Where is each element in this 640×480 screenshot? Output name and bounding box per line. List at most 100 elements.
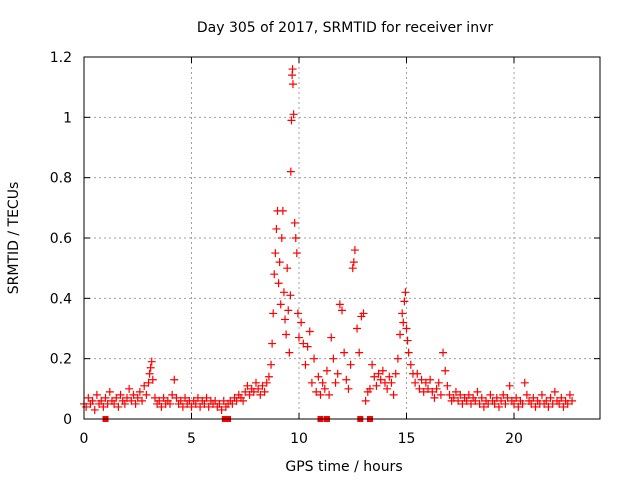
data-point [284, 306, 293, 315]
data-point [170, 375, 179, 384]
data-point [289, 110, 298, 119]
data-point [432, 384, 441, 393]
data-point [462, 396, 471, 405]
data-point [403, 336, 412, 345]
data-point [135, 387, 144, 396]
data-point [200, 399, 209, 408]
data-point [138, 396, 147, 405]
data-point [563, 399, 572, 408]
data-point [290, 218, 299, 227]
data-point [281, 315, 290, 324]
data-point [172, 393, 181, 402]
data-point [359, 309, 368, 318]
data-point [166, 399, 174, 408]
data-point [514, 402, 523, 411]
data-point [443, 381, 452, 390]
x-tick-label: 5 [187, 431, 196, 447]
data-point [262, 378, 271, 387]
data-point [125, 384, 134, 393]
data-point [142, 390, 151, 399]
data-point [303, 342, 312, 351]
data-point [270, 270, 279, 279]
data-point [112, 393, 121, 402]
data-point [385, 372, 394, 381]
data-point [288, 80, 297, 89]
data-point [344, 384, 353, 393]
data-point [295, 333, 303, 342]
data-point [325, 390, 334, 399]
data-point [329, 354, 338, 363]
data-point [391, 369, 400, 378]
data-point [131, 399, 140, 408]
data-point [335, 300, 344, 309]
data-point [411, 378, 420, 387]
data-point [361, 396, 370, 405]
data-point [331, 378, 340, 387]
data-point [402, 324, 411, 333]
data-point [288, 65, 297, 74]
data-point [383, 384, 392, 393]
data-point [559, 402, 568, 411]
data-point [518, 399, 527, 408]
chart-title: Day 305 of 2017, SRMTID for receiver inv… [197, 20, 493, 36]
data-point [520, 378, 529, 387]
data-point [318, 378, 327, 387]
data-point [522, 390, 531, 399]
data-point [555, 399, 564, 408]
data-point [320, 384, 329, 393]
data-point [286, 167, 295, 176]
data-point [191, 399, 200, 408]
data-point [406, 360, 415, 369]
data-point [387, 378, 396, 387]
data-point [486, 390, 495, 399]
data-point [196, 402, 205, 411]
data-point [279, 288, 288, 297]
data-point [278, 206, 287, 215]
data-point [260, 387, 269, 396]
data-point [475, 399, 484, 408]
data-point [477, 393, 486, 402]
data-point [327, 333, 336, 342]
data-point [479, 402, 488, 411]
data-point [157, 402, 166, 411]
data-point [415, 384, 424, 393]
data-point [372, 381, 381, 390]
data-point [274, 279, 283, 288]
data-point [430, 393, 439, 402]
data-point [342, 375, 351, 384]
data-point [492, 393, 501, 402]
data-point [252, 378, 260, 387]
data-point [145, 369, 154, 378]
data-point [441, 366, 450, 375]
data-point [99, 402, 108, 411]
data-point [451, 387, 460, 396]
data-point [90, 405, 99, 414]
data-point [245, 390, 254, 399]
data-point [282, 330, 291, 339]
data-point [401, 288, 410, 297]
data-point [114, 402, 123, 411]
data-point [494, 402, 503, 411]
y-tick-label: 1 [63, 110, 72, 126]
data-point [286, 291, 295, 300]
data-point [557, 393, 566, 402]
x-tick-label: 0 [80, 431, 89, 447]
data-point [277, 234, 286, 242]
data-point [458, 399, 467, 408]
data-point [426, 375, 435, 384]
x-tick-label: 15 [398, 431, 416, 447]
data-point [527, 399, 536, 408]
data-point [348, 264, 357, 273]
data-point [473, 387, 482, 396]
data-point [333, 369, 342, 378]
data-point [419, 387, 428, 396]
data-point [417, 375, 426, 384]
data-point [299, 339, 308, 348]
data-point [399, 318, 408, 327]
data-point [436, 390, 445, 399]
data-point [146, 363, 155, 372]
data-point [546, 393, 555, 402]
data-point [243, 381, 252, 390]
data-point [272, 224, 281, 233]
